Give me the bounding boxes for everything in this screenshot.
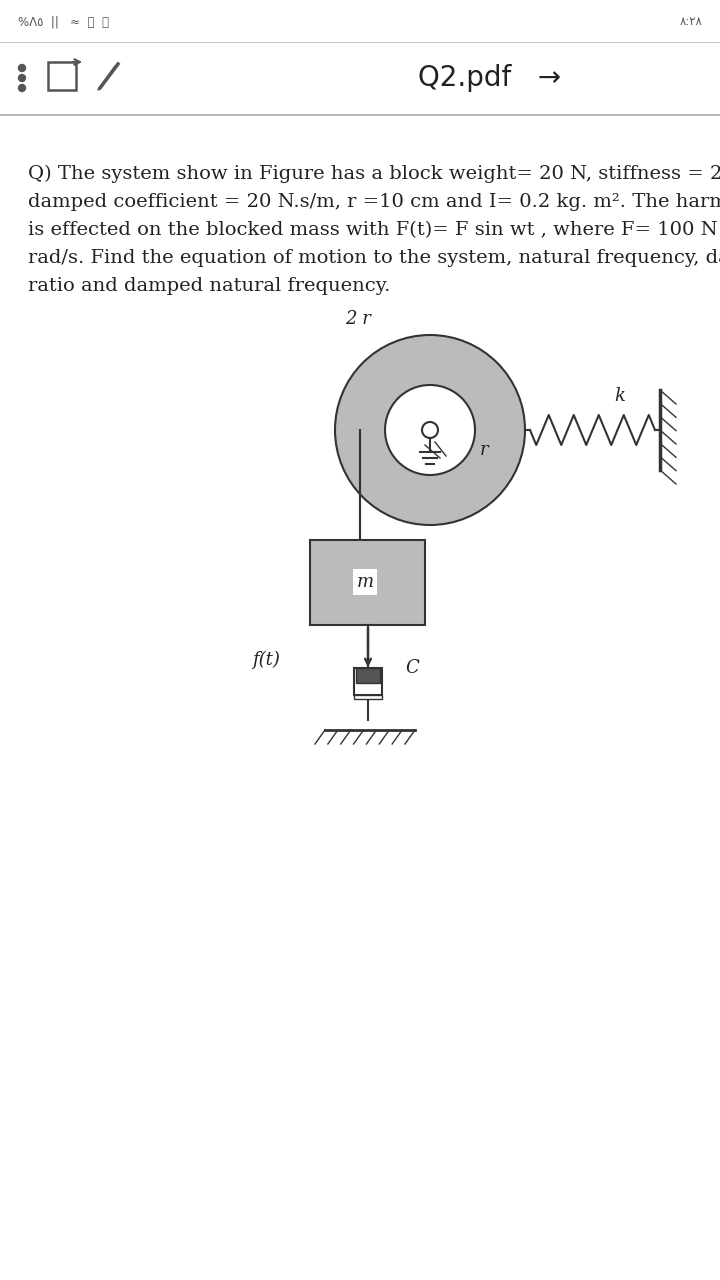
Text: Q2.pdf   →: Q2.pdf → [418,64,562,92]
Text: f(t): f(t) [252,650,280,669]
Circle shape [19,64,25,72]
Text: is effected on the blocked mass with F(t)= F sin wt , where F= 100 N and w=10: is effected on the blocked mass with F(t… [28,221,720,239]
Circle shape [335,335,525,525]
Bar [354,695,382,699]
Text: 2 r: 2 r [345,310,371,328]
Text: k: k [615,387,626,404]
Bar [354,667,382,695]
Bar [310,540,425,625]
Bar [356,667,380,682]
Text: r: r [480,442,489,460]
Circle shape [19,74,25,82]
Text: ratio and damped natural frequency.: ratio and damped natural frequency. [28,276,390,294]
Text: ٨:٢٨: ٨:٢٨ [679,15,702,28]
Circle shape [385,385,475,475]
Text: m: m [356,573,374,591]
Text: C: C [405,659,419,677]
Text: %Λ٥  ||   ≈  🔇  🔔: %Λ٥ || ≈ 🔇 🔔 [18,15,109,28]
Circle shape [19,84,25,91]
Text: Q) The system show in Figure has a block weight= 20 N, stiffness = 2000 N/m,: Q) The system show in Figure has a block… [28,165,720,183]
Text: damped coefficient = 20 N.s/m, r =10 cm and I= 0.2 kg. m². The harmonic force: damped coefficient = 20 N.s/m, r =10 cm … [28,193,720,211]
Bar [48,61,76,90]
Text: rad/s. Find the equation of motion to the system, natural frequency, damped: rad/s. Find the equation of motion to th… [28,250,720,268]
Circle shape [422,422,438,438]
